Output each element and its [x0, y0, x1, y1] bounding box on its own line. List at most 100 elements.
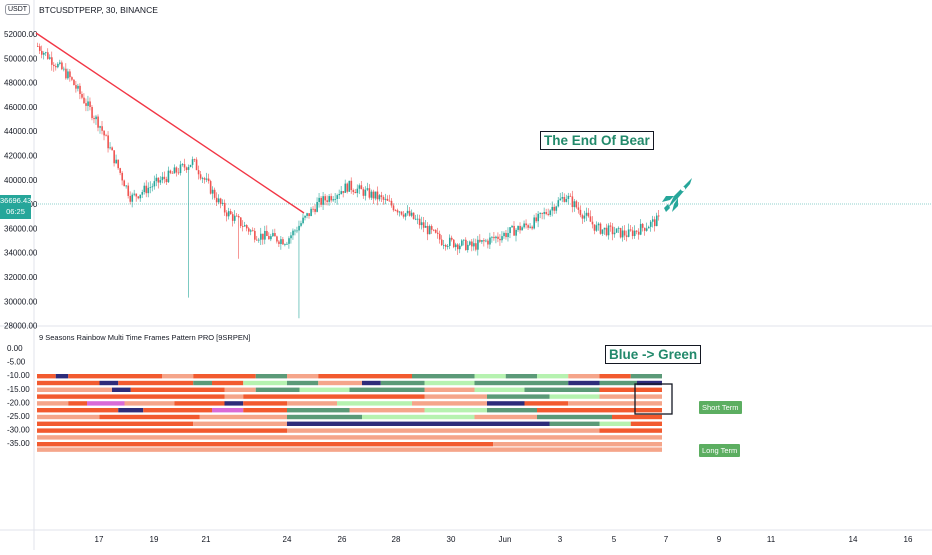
candle-body — [250, 230, 252, 232]
candle-body — [521, 227, 523, 231]
rainbow-segment — [243, 408, 287, 413]
candle-body — [360, 185, 363, 190]
rainbow-segment — [287, 401, 337, 406]
candle-body — [223, 202, 226, 213]
candle-body — [428, 226, 431, 235]
candle-body — [165, 178, 168, 183]
rainbow-segment — [487, 401, 525, 406]
time-tick-label: 19 — [150, 535, 159, 544]
candle-body — [51, 57, 53, 65]
indicator-tick-label: -35.00 — [7, 439, 30, 448]
candle-body — [185, 167, 188, 170]
candle-body — [45, 52, 47, 54]
candle-body — [611, 226, 614, 235]
candle-body — [643, 227, 646, 231]
candle-body — [137, 196, 140, 199]
downtrend-line[interactable] — [35, 32, 305, 214]
candle-body — [647, 226, 650, 229]
candle-body — [201, 178, 204, 180]
indicator-tick-label: -10.00 — [7, 371, 30, 380]
candle-body — [593, 224, 596, 231]
candle-body — [609, 225, 612, 227]
rainbow-segment — [118, 408, 144, 413]
candle-body — [314, 208, 316, 212]
candle-body — [213, 189, 216, 198]
candle-body — [485, 240, 487, 242]
price-tick-label: 28000.00 — [4, 322, 38, 331]
candle-body — [254, 230, 256, 240]
candle-body — [597, 223, 600, 226]
indicator-axis[interactable]: 0.00 -5.00 -10.00 -15.00 -20.00 -25.00 -30.00 -… — [7, 344, 30, 448]
candle-body — [119, 168, 122, 173]
indicator-tick-label: -25.00 — [7, 412, 30, 421]
rainbow-segment — [212, 408, 244, 413]
candle-body — [653, 219, 656, 227]
candle-body — [376, 191, 379, 200]
candle-body — [121, 172, 124, 181]
price-tick-label: 32000.00 — [4, 273, 38, 282]
candle-body — [264, 230, 266, 240]
rainbow-segment — [424, 394, 487, 399]
candle-body — [509, 227, 511, 234]
candle-body — [195, 159, 198, 171]
candle-body — [302, 217, 304, 224]
candle-body — [97, 116, 99, 128]
candle-body — [487, 240, 489, 245]
long-term-label: Long Term — [699, 444, 741, 457]
candle-body — [380, 195, 383, 198]
price-tick-label: 30000.00 — [4, 297, 38, 306]
candle-body — [127, 185, 130, 196]
highlight-box[interactable] — [634, 383, 673, 415]
candle-body — [362, 189, 365, 196]
rainbow-segment — [568, 380, 600, 386]
indicator-title[interactable]: 9 Seasons Rainbow Multi Time Frames Patt… — [39, 333, 251, 342]
candle-body — [374, 191, 377, 199]
rainbow-segment — [549, 394, 600, 399]
symbol-title[interactable]: BTCUSDTPERP, 30, BINANCE — [39, 5, 158, 15]
rainbow-segment — [337, 401, 412, 406]
candle-body — [143, 185, 146, 193]
price-axis[interactable]: 52000.00 50000.00 48000.00 46000.00 44000.00… — [4, 30, 38, 331]
rainbow-segment — [349, 408, 425, 413]
rainbow-segment — [362, 380, 381, 386]
candle-body — [246, 225, 248, 229]
candle-body — [424, 225, 427, 228]
candle-body — [631, 230, 634, 237]
price-tick-label: 48000.00 — [4, 79, 38, 88]
candle-body — [448, 237, 451, 246]
bear-annotation[interactable]: The End Of Bear — [540, 131, 654, 150]
rainbow-segment — [599, 374, 631, 379]
candle-body — [503, 232, 505, 237]
candle-body — [463, 239, 465, 241]
candle-body — [384, 198, 387, 200]
candle-body — [151, 186, 154, 188]
currency-badge[interactable]: USDT — [5, 4, 31, 15]
candle-body — [400, 211, 403, 215]
candle-body — [366, 188, 369, 190]
candle-body — [489, 237, 491, 245]
candle-body — [109, 147, 111, 149]
candle-body — [491, 236, 493, 238]
candle-body — [75, 85, 77, 89]
candle-body — [412, 212, 415, 219]
rainbow-segment — [37, 374, 56, 379]
time-tick-label: 26 — [338, 535, 347, 544]
candle-body — [531, 226, 533, 229]
rainbow-segment — [243, 401, 287, 406]
candle-body — [133, 193, 136, 195]
time-axis[interactable]: 17 19 21 24 26 28 30 Jun 3 5 7 9 11 14 16 — [95, 535, 913, 544]
candle-body — [280, 239, 282, 244]
candle-body — [378, 195, 381, 200]
blue-green-annotation[interactable]: Blue -> Green — [605, 345, 702, 364]
candlestick-series[interactable] — [37, 42, 660, 319]
candle-body — [101, 126, 103, 131]
candle-body — [183, 164, 186, 168]
candle-body — [559, 198, 562, 201]
candle-body — [344, 183, 347, 193]
rainbow-segment — [224, 401, 244, 406]
price-tick-label: 46000.00 — [4, 103, 38, 112]
candle-body — [605, 227, 608, 236]
candle-body — [587, 212, 590, 217]
